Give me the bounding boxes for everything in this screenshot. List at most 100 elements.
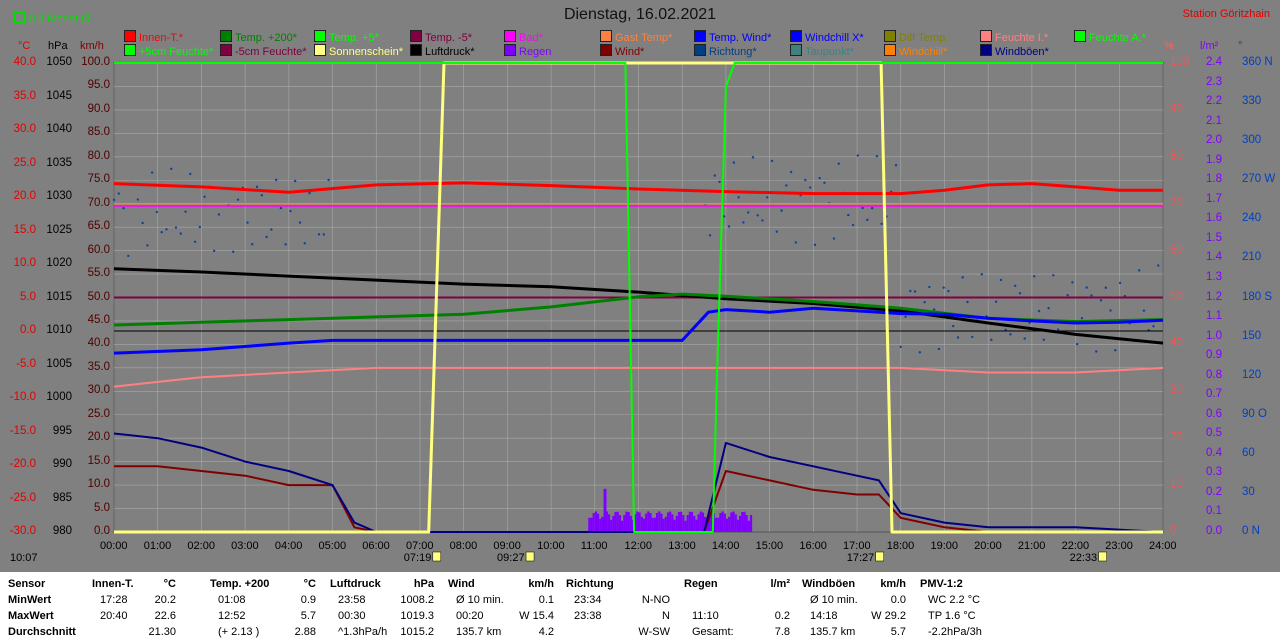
rain-bar bbox=[621, 520, 624, 532]
direction-point bbox=[823, 181, 826, 184]
rain-bar bbox=[625, 511, 628, 532]
rain-bar bbox=[651, 517, 654, 532]
legend-swatch bbox=[220, 30, 232, 42]
x-tick: 14:00 bbox=[711, 540, 740, 552]
rain-bar bbox=[671, 514, 674, 532]
direction-point bbox=[756, 214, 759, 217]
rain-bar bbox=[736, 519, 740, 532]
legend-item[interactable]: Temp. -5* bbox=[410, 30, 472, 44]
direction-point bbox=[1013, 284, 1017, 288]
rain-bar bbox=[594, 511, 597, 532]
sun-event-label: 09:27 bbox=[497, 552, 525, 564]
stats-cell: 1019.3 bbox=[400, 610, 434, 622]
legend-item[interactable]: Feuchte I.* bbox=[980, 30, 1048, 44]
rain-bar bbox=[649, 513, 652, 532]
legend-swatch bbox=[790, 30, 802, 42]
stats-cell: 11:10 bbox=[692, 610, 719, 622]
legend-item[interactable]: Windchill X* bbox=[790, 30, 864, 44]
stats-cell: N-NO bbox=[641, 594, 670, 606]
x-tick: 07:00 bbox=[405, 540, 434, 552]
rain-bar bbox=[688, 511, 691, 532]
direction-point bbox=[880, 222, 883, 226]
y-tick-wind_kmh: 70.0 bbox=[87, 196, 110, 209]
rain-bar bbox=[601, 516, 604, 532]
direction-point bbox=[856, 154, 860, 157]
legend-item[interactable]: Innen-T.* bbox=[124, 30, 183, 44]
x-tick: 12:00 bbox=[624, 540, 653, 552]
direction-point bbox=[932, 308, 936, 311]
legend-swatch bbox=[1074, 30, 1086, 42]
y-tick-wind_kmh: 75.0 bbox=[87, 173, 110, 186]
direction-point bbox=[189, 172, 192, 176]
y-tick-humidity_pct: 30 bbox=[1170, 384, 1183, 397]
rain-bar bbox=[660, 513, 663, 532]
legend-item[interactable]: Gast Temp* bbox=[600, 30, 672, 44]
x-tick: 16:00 bbox=[799, 540, 827, 552]
y-tick-pressure_hpa: 1000 bbox=[46, 391, 72, 403]
legend-item[interactable]: Bad* bbox=[504, 30, 543, 44]
legend-item[interactable]: Windchill* bbox=[884, 44, 947, 58]
legend-item[interactable]: Temp. Wind* bbox=[694, 30, 771, 44]
rain-bar bbox=[747, 520, 750, 532]
series-line bbox=[113, 267, 1164, 345]
direction-point bbox=[327, 178, 330, 182]
x-tick: 11:00 bbox=[580, 540, 608, 552]
legend-item[interactable]: Temp. +5* bbox=[314, 30, 379, 44]
stats-cell: 4.2 bbox=[538, 626, 554, 638]
legend-item[interactable]: Richtung* bbox=[694, 44, 757, 58]
y-tick-pressure_hpa: 980 bbox=[52, 525, 72, 537]
x-tick: 18:00 bbox=[886, 540, 915, 552]
legend-swatch bbox=[410, 30, 422, 42]
stats-cell: 0.2 bbox=[774, 610, 790, 622]
direction-point bbox=[870, 206, 874, 210]
y-tick-humidity_pct: 90 bbox=[1170, 102, 1183, 115]
rain-bar bbox=[590, 517, 593, 532]
x-tick: 10:00 bbox=[537, 540, 565, 552]
rain-bar bbox=[693, 515, 696, 532]
legend-item[interactable]: Diff Temp. bbox=[884, 30, 948, 44]
rain-bar bbox=[636, 511, 639, 532]
legend-item[interactable]: Wind* bbox=[600, 44, 644, 58]
y-tick-humidity_pct: 0 bbox=[1170, 525, 1177, 537]
y-tick-pressure_hpa: 995 bbox=[52, 424, 72, 437]
rain-bar bbox=[612, 515, 615, 532]
legend-item[interactable]: Luftdruck* bbox=[410, 44, 475, 58]
direction-point bbox=[909, 289, 912, 293]
y-tick-rain_lm2: 0.6 bbox=[1206, 407, 1222, 420]
direction-point bbox=[1052, 274, 1055, 277]
legend-item[interactable]: Feuchte A.* bbox=[1074, 30, 1146, 44]
series-line bbox=[113, 432, 1164, 533]
legend-item[interactable]: Windböen* bbox=[980, 44, 1049, 58]
x-tick: 04:00 bbox=[274, 540, 303, 552]
y-tick-wind_kmh: 65.0 bbox=[87, 220, 110, 233]
y-tick-temp_c: 40.0 bbox=[13, 56, 36, 68]
y-tick-rain_lm2: 0.3 bbox=[1206, 466, 1222, 479]
y-tick-direction_deg: 120 bbox=[1242, 368, 1262, 381]
direction-point bbox=[293, 179, 297, 183]
y-tick-rain_lm2: 0.7 bbox=[1206, 388, 1222, 401]
legend-label: Windböen* bbox=[995, 46, 1049, 58]
rain-bar bbox=[680, 511, 683, 532]
y-tick-rain_lm2: 1.0 bbox=[1206, 329, 1222, 342]
x-tick: 21:00 bbox=[1017, 540, 1046, 552]
series-line bbox=[114, 465, 1163, 533]
legend-label: Taupunkt* bbox=[805, 46, 854, 58]
legend-item[interactable]: -5cm Feuchte* bbox=[220, 44, 307, 58]
legend-label: Temp. +5* bbox=[329, 32, 379, 44]
direction-point bbox=[742, 221, 745, 224]
legend-item[interactable]: Regen bbox=[504, 44, 551, 58]
legend-label: Diff Temp. bbox=[899, 32, 949, 44]
y-tick-direction_deg: 300 bbox=[1242, 134, 1262, 147]
stats-cell: Regen bbox=[684, 578, 718, 590]
direction-point bbox=[1033, 275, 1036, 278]
direction-point bbox=[236, 198, 240, 201]
legend-item[interactable]: Temp. +200* bbox=[220, 30, 297, 44]
direction-point bbox=[708, 234, 712, 237]
rain-bar bbox=[666, 512, 670, 532]
y-tick-rain_lm2: 0.2 bbox=[1206, 485, 1222, 498]
legend-item[interactable]: Taupunkt* bbox=[790, 44, 854, 58]
stats-cell: 23:58 bbox=[338, 594, 366, 606]
legend-item[interactable]: +5cm Feuchte* bbox=[124, 44, 213, 58]
legend-item[interactable]: Sonnenschein* bbox=[314, 44, 403, 58]
direction-point bbox=[289, 209, 292, 213]
